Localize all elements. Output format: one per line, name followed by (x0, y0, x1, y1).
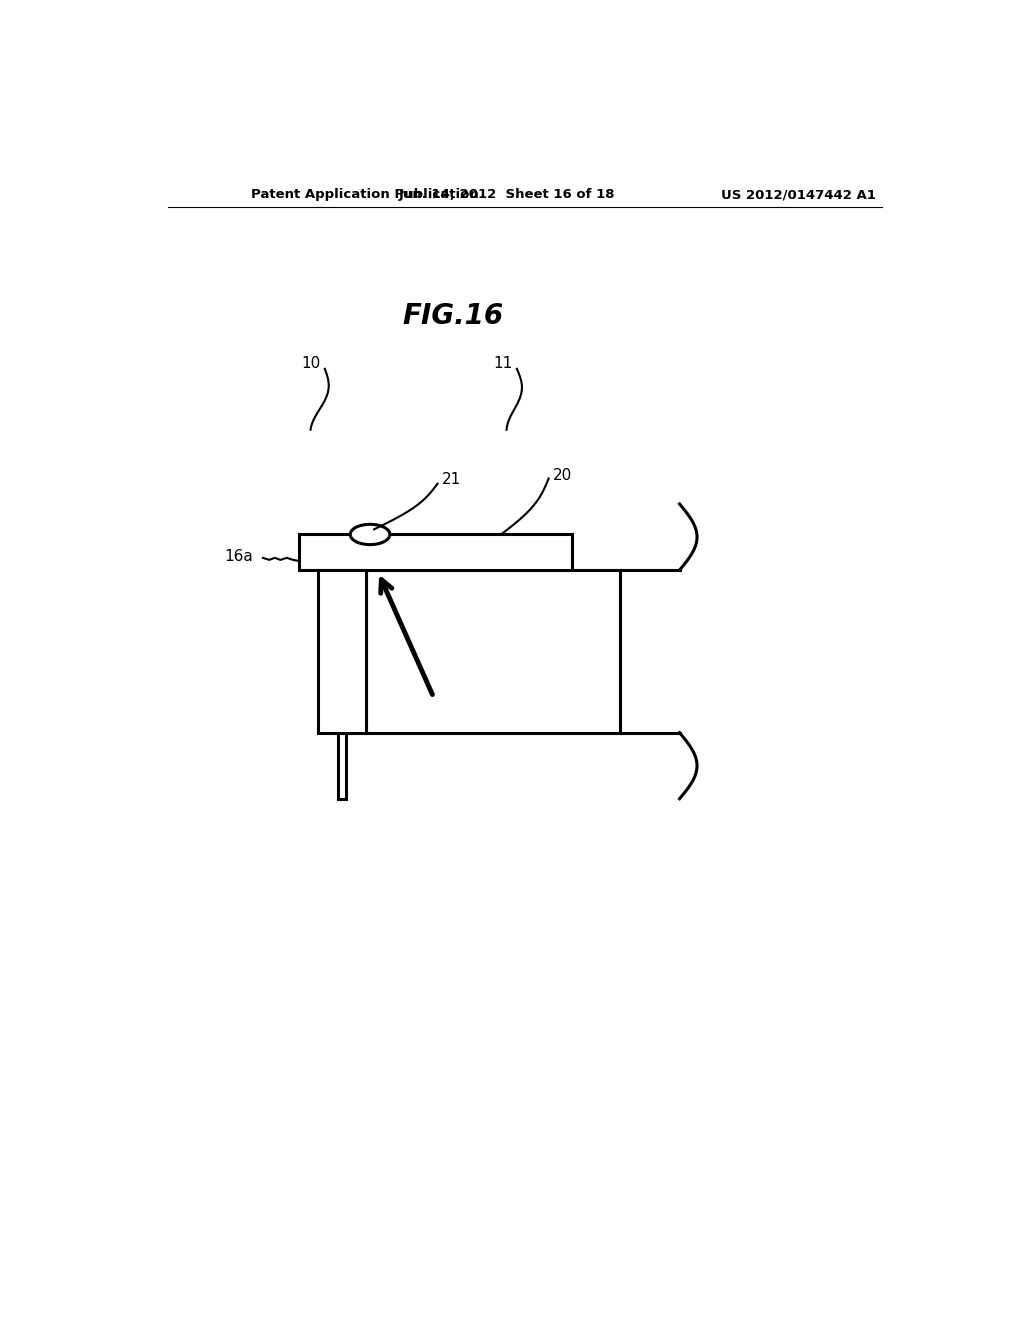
Text: 16a: 16a (224, 549, 253, 565)
Bar (299, 535, 572, 570)
Text: FIG.16: FIG.16 (402, 302, 504, 330)
Bar (338, 733, 346, 799)
Bar (318, 570, 367, 733)
Text: 20: 20 (553, 469, 571, 483)
Text: US 2012/0147442 A1: US 2012/0147442 A1 (721, 189, 876, 202)
Bar (367, 570, 621, 733)
Text: 21: 21 (441, 473, 461, 487)
Text: Jun. 14, 2012  Sheet 16 of 18: Jun. 14, 2012 Sheet 16 of 18 (399, 189, 615, 202)
Text: Patent Application Publication: Patent Application Publication (251, 189, 479, 202)
Text: 10: 10 (302, 356, 321, 371)
Text: 11: 11 (494, 356, 513, 371)
Ellipse shape (350, 524, 390, 545)
